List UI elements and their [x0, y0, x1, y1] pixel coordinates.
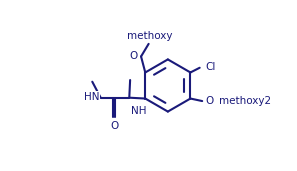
Text: O: O — [129, 51, 137, 61]
Text: HN: HN — [84, 92, 99, 102]
Text: NH: NH — [131, 106, 147, 116]
Text: methoxy: methoxy — [127, 31, 172, 41]
Text: Cl: Cl — [205, 62, 215, 72]
Text: methoxy2: methoxy2 — [219, 96, 271, 106]
Text: O: O — [205, 96, 214, 106]
Text: O: O — [110, 121, 119, 131]
